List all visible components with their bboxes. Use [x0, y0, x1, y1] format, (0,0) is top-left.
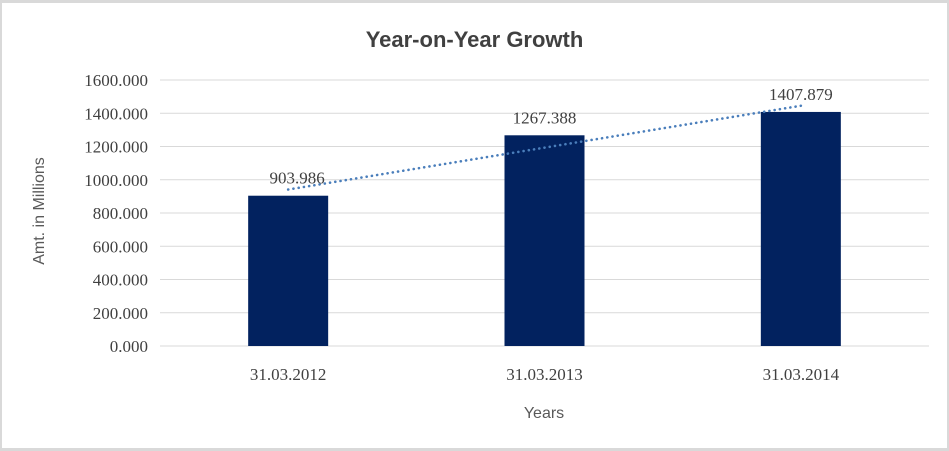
data-label: 1267.388	[513, 108, 577, 127]
y-tick-label: 800.000	[93, 204, 148, 223]
y-tick-label: 0.000	[110, 337, 148, 356]
y-tick-label: 1000.000	[84, 171, 148, 190]
bar	[248, 195, 329, 346]
y-tick-label: 1400.000	[84, 104, 148, 123]
data-label: 903.986	[270, 169, 325, 188]
y-tick-label: 200.000	[93, 304, 148, 323]
plot-area: 0.000 200.000 400.000 600.000 800.000 1000.00…	[84, 71, 929, 384]
x-tick-label: 31.03.2014	[763, 365, 840, 384]
bar	[504, 135, 585, 346]
x-axis-title: Years	[523, 405, 565, 422]
x-tick-label: 31.03.2013	[506, 365, 583, 384]
data-label: 1407.879	[769, 85, 833, 104]
y-tick-label: 400.000	[93, 271, 148, 290]
bar	[760, 111, 841, 346]
y-tick-label: 1600.000	[84, 71, 148, 90]
chart-title: Year-on-Year Growth	[365, 27, 584, 52]
x-tick-label: 31.03.2012	[250, 365, 327, 384]
trendline	[286, 104, 803, 191]
y-tick-label: 1200.000	[84, 138, 148, 157]
y-tick-label: 600.000	[93, 237, 148, 256]
